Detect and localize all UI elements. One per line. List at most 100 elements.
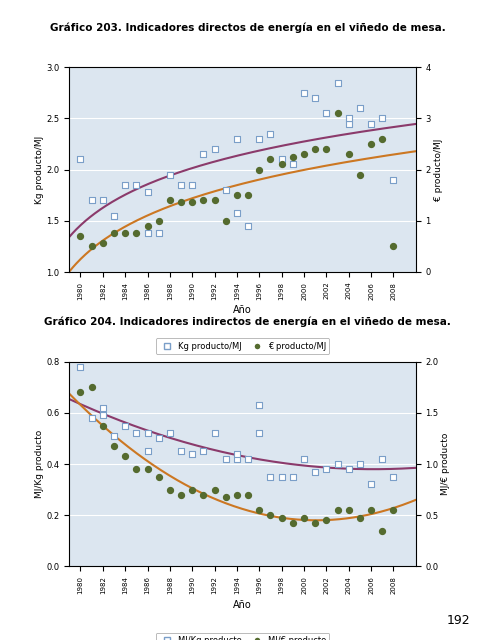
- Point: [356, 103, 364, 113]
- Point: [188, 197, 196, 207]
- Point: [356, 513, 364, 523]
- Point: [390, 472, 397, 482]
- Point: [166, 428, 174, 438]
- Point: [300, 149, 308, 159]
- Point: [110, 441, 118, 451]
- Point: [177, 180, 185, 190]
- Point: [390, 175, 397, 185]
- Point: [311, 467, 319, 477]
- Point: [199, 446, 207, 456]
- X-axis label: Año: Año: [233, 600, 252, 610]
- Point: [311, 93, 319, 103]
- Point: [177, 446, 185, 456]
- Point: [233, 454, 241, 464]
- Point: [211, 428, 219, 438]
- Point: [211, 195, 219, 205]
- Text: 192: 192: [446, 614, 470, 627]
- Point: [155, 216, 163, 226]
- Point: [390, 241, 397, 252]
- Point: [367, 505, 375, 515]
- Point: [367, 479, 375, 490]
- Point: [233, 490, 241, 500]
- Point: [345, 464, 353, 474]
- Point: [322, 108, 330, 118]
- Point: [378, 134, 386, 144]
- Point: [233, 190, 241, 200]
- Point: [322, 464, 330, 474]
- Text: Gráfico 203. Indicadores directos de energía en el viñedo de mesa.: Gráfico 203. Indicadores directos de ene…: [50, 22, 446, 33]
- Point: [345, 113, 353, 124]
- Point: [244, 221, 252, 231]
- Point: [88, 382, 96, 392]
- Point: [311, 144, 319, 154]
- Point: [132, 428, 140, 438]
- Point: [266, 510, 274, 520]
- Point: [322, 515, 330, 525]
- Point: [378, 525, 386, 536]
- Point: [300, 513, 308, 523]
- Point: [289, 152, 297, 163]
- Point: [132, 228, 140, 238]
- Point: [334, 459, 342, 469]
- Point: [356, 170, 364, 180]
- Point: [289, 159, 297, 170]
- Point: [77, 154, 85, 164]
- Point: [88, 241, 96, 252]
- Point: [88, 413, 96, 423]
- Point: [334, 108, 342, 118]
- Point: [144, 464, 151, 474]
- Y-axis label: MJ/Kg producto: MJ/Kg producto: [35, 430, 44, 498]
- Point: [266, 472, 274, 482]
- Text: Gráfico 204. Indicadores indirectos de energía en el viñedo de mesa.: Gráfico 204. Indicadores indirectos de e…: [44, 317, 451, 327]
- Point: [345, 118, 353, 129]
- Point: [311, 518, 319, 528]
- Point: [278, 154, 286, 164]
- Point: [233, 134, 241, 144]
- Point: [77, 362, 85, 372]
- Point: [233, 449, 241, 459]
- Point: [144, 428, 151, 438]
- Point: [155, 472, 163, 482]
- Point: [132, 464, 140, 474]
- Point: [166, 170, 174, 180]
- Point: [222, 185, 230, 195]
- Point: [322, 144, 330, 154]
- Point: [367, 139, 375, 149]
- Text: * Fuente: Elaboración propia: * Fuente: Elaboración propia: [73, 374, 182, 384]
- X-axis label: Año: Año: [233, 305, 252, 316]
- Point: [110, 211, 118, 221]
- Point: [278, 472, 286, 482]
- Point: [99, 238, 107, 248]
- Point: [255, 164, 263, 175]
- Point: [222, 492, 230, 502]
- Point: [166, 484, 174, 495]
- Point: [121, 451, 129, 461]
- Point: [367, 118, 375, 129]
- Point: [77, 387, 85, 397]
- Point: [166, 195, 174, 205]
- Point: [300, 88, 308, 98]
- Point: [334, 77, 342, 88]
- Point: [255, 400, 263, 410]
- Point: [99, 403, 107, 413]
- Point: [144, 221, 151, 231]
- Point: [244, 190, 252, 200]
- Point: [390, 505, 397, 515]
- Y-axis label: MJ/€ producto: MJ/€ producto: [442, 433, 450, 495]
- Point: [188, 449, 196, 459]
- Point: [110, 431, 118, 441]
- Legend: Kg producto/MJ, € producto/MJ: Kg producto/MJ, € producto/MJ: [156, 338, 329, 354]
- Point: [356, 459, 364, 469]
- Point: [211, 144, 219, 154]
- Point: [144, 187, 151, 197]
- Point: [255, 505, 263, 515]
- Point: [177, 197, 185, 207]
- Point: [199, 490, 207, 500]
- Point: [378, 454, 386, 464]
- Point: [289, 472, 297, 482]
- Point: [144, 446, 151, 456]
- Point: [155, 433, 163, 444]
- Point: [278, 513, 286, 523]
- Point: [378, 113, 386, 124]
- Point: [199, 195, 207, 205]
